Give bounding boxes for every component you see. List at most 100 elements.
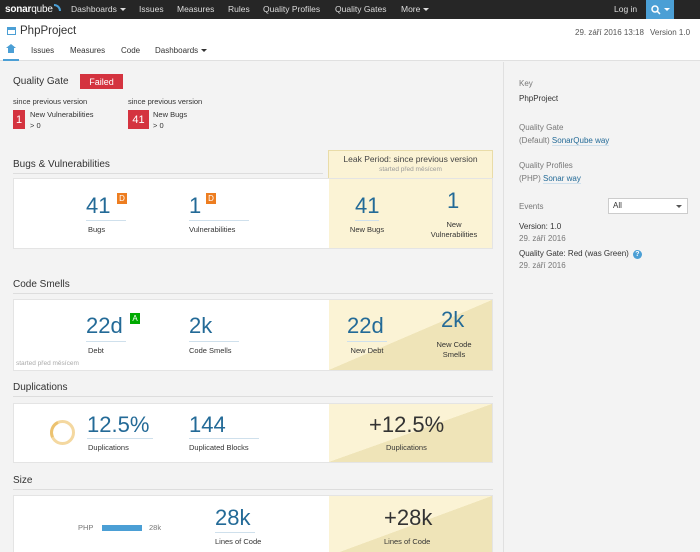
metric-underline xyxy=(355,220,379,221)
condition-threshold: > 0 xyxy=(30,121,41,130)
nav-measures[interactable]: Measures xyxy=(177,4,215,14)
metric-underline xyxy=(189,438,259,439)
tab-issues[interactable]: Issues xyxy=(31,46,55,55)
nav-issues[interactable]: Issues xyxy=(139,4,164,14)
tab-dashboards[interactable]: Dashboards xyxy=(155,46,208,55)
quality-profile-link[interactable]: Sonar way xyxy=(543,174,581,184)
login-link[interactable]: Log in xyxy=(614,4,638,14)
chevron-down-icon xyxy=(119,8,126,12)
duplications-section-title: Duplications xyxy=(13,382,68,393)
started-note: started před měsícem xyxy=(16,360,79,367)
chevron-down-icon xyxy=(423,8,430,12)
nav-quality-gates[interactable]: Quality Gates xyxy=(335,4,387,14)
nav-more-label: More xyxy=(401,4,421,14)
size-panel xyxy=(13,495,493,552)
duplicated-blocks-value[interactable]: 144 xyxy=(189,412,226,437)
metric-underline xyxy=(86,341,126,342)
project-meta-sidebar: Key PhpProject Quality Gate (Default) So… xyxy=(503,62,700,552)
metric-underline xyxy=(347,341,387,342)
event-quality-gate-date: 29. září 2016 xyxy=(519,261,566,270)
new-debt-value[interactable]: 22d xyxy=(347,313,384,338)
vulnerabilities-label: Vulnerabilities xyxy=(189,225,236,234)
tab-dashboards-label: Dashboards xyxy=(155,46,199,55)
events-filter-select[interactable]: All xyxy=(608,198,688,214)
condition-value-badge[interactable]: 1 xyxy=(13,110,25,129)
quality-gate-value: (Default) SonarQube way xyxy=(519,136,610,146)
nav-quality-profiles[interactable]: Quality Profiles xyxy=(263,4,321,14)
project-header: PhpProject 29. září 2016 13:18 Version 1… xyxy=(0,19,700,61)
search-button[interactable] xyxy=(646,0,674,19)
metric-underline xyxy=(86,220,126,221)
new-vulnerabilities-label: New Vulnerabilities xyxy=(430,220,478,239)
project-version: Version 1.0 xyxy=(650,28,691,37)
metric-underline xyxy=(87,438,153,439)
key-value: PhpProject xyxy=(519,94,559,103)
project-icon xyxy=(7,27,16,35)
bugs-label: Bugs xyxy=(88,225,106,234)
language-lines-value: 28k xyxy=(149,523,162,532)
search-icon xyxy=(650,4,661,15)
events-filter-value: All xyxy=(613,201,622,210)
home-icon[interactable] xyxy=(6,44,16,55)
section-divider xyxy=(13,173,323,174)
nav-rules[interactable]: Rules xyxy=(228,4,250,14)
tab-code[interactable]: Code xyxy=(121,46,141,55)
new-vulnerabilities-value[interactable]: 1 xyxy=(447,188,460,213)
active-tab-indicator xyxy=(3,59,19,61)
project-title[interactable]: PhpProject xyxy=(20,25,77,37)
event-quality-gate: Quality Gate: Red (was Green)? xyxy=(519,249,642,259)
vulnerabilities-rating-badge[interactable]: D xyxy=(206,193,216,204)
new-code-smells-value[interactable]: 2k xyxy=(441,307,465,332)
quality-profiles-label: Quality Profiles xyxy=(519,161,573,170)
leak-period-area xyxy=(329,300,492,370)
new-lines-label: Lines of Code xyxy=(384,537,431,546)
debt-rating-badge[interactable]: A xyxy=(130,313,140,324)
nav-more[interactable]: More xyxy=(401,4,430,14)
help-icon[interactable]: ? xyxy=(632,250,642,259)
new-lines-value[interactable]: +28k xyxy=(384,505,433,530)
duplications-panel xyxy=(13,403,493,463)
new-duplications-value[interactable]: +12.5% xyxy=(369,412,445,437)
nav-dashboards[interactable]: Dashboards xyxy=(71,4,126,14)
metric-underline xyxy=(189,341,239,342)
quality-gate-link[interactable]: SonarQube way xyxy=(551,136,610,146)
duplications-value[interactable]: 12.5% xyxy=(87,412,150,437)
leak-period-area xyxy=(329,404,492,462)
size-section-title: Size xyxy=(13,475,33,486)
quality-gate-label: Quality Gate xyxy=(519,123,564,132)
metric-underline xyxy=(189,220,249,221)
top-navbar: sonar qube Dashboards Issues Measures Rul… xyxy=(0,0,700,19)
new-bugs-value[interactable]: 41 xyxy=(355,193,380,218)
events-label: Events xyxy=(519,202,544,211)
code-smells-section-title: Code Smells xyxy=(13,279,70,290)
section-divider xyxy=(13,293,493,294)
event-quality-gate-title: Quality Gate: Red (was Green) xyxy=(519,249,629,258)
new-duplications-label: Duplications xyxy=(386,443,427,452)
quality-profile-value: (PHP) Sonar way xyxy=(519,174,581,184)
chevron-down-icon xyxy=(663,8,670,11)
condition-value-badge[interactable]: 41 xyxy=(128,110,149,129)
condition-threshold: > 0 xyxy=(153,121,164,130)
debt-value[interactable]: 22d xyxy=(86,313,123,338)
condition-since-label: since previous version xyxy=(128,97,203,106)
logo-text-thin: qube xyxy=(31,4,53,15)
condition-metric-label[interactable]: New Bugs xyxy=(153,110,188,119)
code-smells-value[interactable]: 2k xyxy=(189,313,213,338)
new-bugs-label: New Bugs xyxy=(349,225,385,234)
debt-label: Debt xyxy=(88,346,104,355)
tab-measures[interactable]: Measures xyxy=(70,46,106,55)
duplications-donut-chart xyxy=(46,416,79,449)
code-smells-panel xyxy=(13,299,493,371)
quality-profile-prefix: (PHP) xyxy=(519,174,541,183)
sonarqube-logo[interactable]: sonar qube xyxy=(5,2,61,17)
vulnerabilities-value[interactable]: 1 xyxy=(189,193,202,218)
new-code-smells-label: New Code Smells xyxy=(436,340,472,359)
section-divider xyxy=(13,396,493,397)
quality-gate-title: Quality Gate xyxy=(13,76,69,87)
chevron-down-icon xyxy=(201,49,208,53)
bugs-rating-badge[interactable]: D xyxy=(117,193,127,204)
condition-metric-label[interactable]: New Vulnerabilities xyxy=(30,110,94,119)
lines-of-code-value[interactable]: 28k xyxy=(215,505,251,530)
leak-period-title: Leak Period: since previous version xyxy=(343,154,478,164)
bugs-value[interactable]: 41 xyxy=(86,193,111,218)
